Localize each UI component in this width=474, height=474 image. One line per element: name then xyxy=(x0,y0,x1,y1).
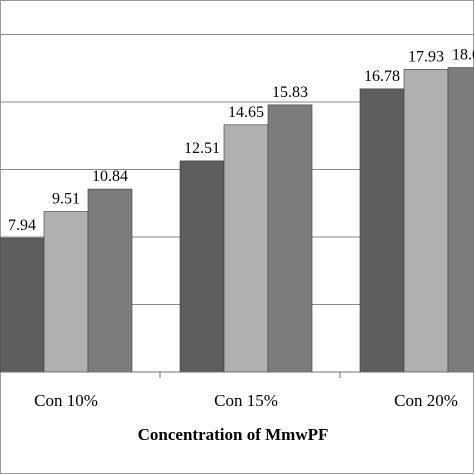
x-tick-label: Con 10% xyxy=(34,391,98,410)
x-tick-marks xyxy=(159,372,341,378)
data-labels: 7.94 9.51 10.84 12.51 14.65 15.83 16.78 17.93 18… xyxy=(8,47,474,234)
bar xyxy=(447,67,474,373)
bar xyxy=(0,237,45,373)
x-axis-title: Concentration of MmwPF xyxy=(138,425,329,444)
data-label: 10.84 xyxy=(92,168,128,185)
data-label: 12.51 xyxy=(184,140,220,157)
x-tick-label: Con 15% xyxy=(214,391,278,410)
x-tick-label: Con 20% xyxy=(394,391,458,410)
bar xyxy=(359,88,405,373)
data-label: 15.83 xyxy=(272,84,308,101)
data-label: 18.04 xyxy=(452,47,474,64)
bar xyxy=(223,124,269,373)
data-label: 9.51 xyxy=(52,191,80,208)
data-label: 14.65 xyxy=(228,104,264,121)
data-label: 16.78 xyxy=(364,68,400,85)
bar xyxy=(403,69,449,373)
data-label: 7.94 xyxy=(8,217,36,234)
bar xyxy=(43,211,89,373)
data-label: 17.93 xyxy=(408,48,444,65)
bar xyxy=(179,160,225,373)
x-tick-labels: Con 10% Con 15% Con 20% xyxy=(34,391,458,410)
bar xyxy=(87,188,133,373)
bar xyxy=(267,104,313,373)
bars xyxy=(0,67,474,373)
